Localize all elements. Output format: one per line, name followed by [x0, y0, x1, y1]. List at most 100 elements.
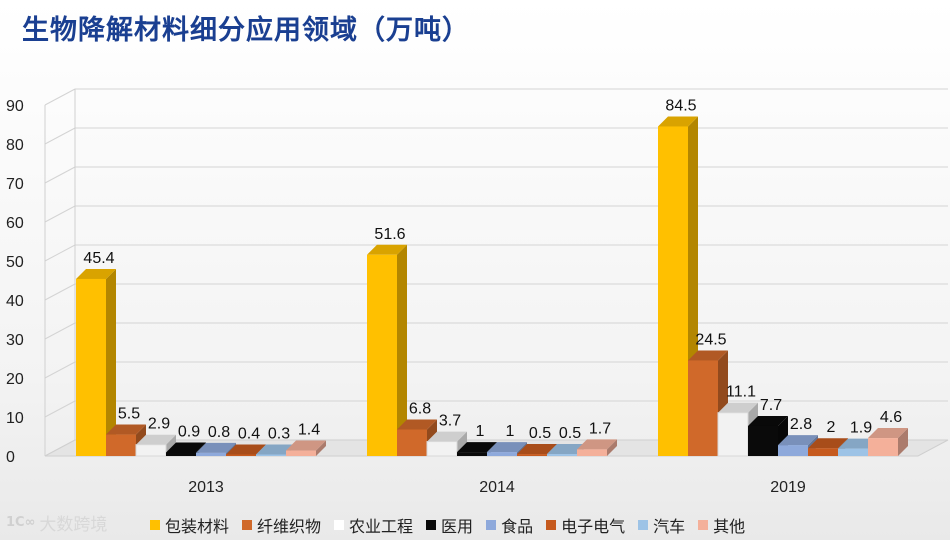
y-tick-label: 70 [6, 176, 24, 193]
data-label: 84.5 [665, 97, 696, 114]
bar-group-2013: 45.4 5.5 2.9 0.9 0.8 0.4 0.3 1.4 [76, 250, 326, 457]
x-category-label: 2013 [188, 479, 224, 496]
bar-top [286, 440, 326, 451]
legend-item: 其他 [698, 513, 745, 537]
data-label: 24.5 [695, 331, 726, 348]
bar [166, 452, 196, 456]
bar [256, 454, 286, 456]
bar-top [196, 442, 236, 453]
legend-item: 电子电气 [546, 513, 625, 537]
bar [135, 444, 167, 457]
bar [868, 438, 898, 456]
bar-side [397, 244, 407, 456]
chart-legend: 包装材料 纤维织物 农业工程 医用 食品 电子电气 汽车 其他 [150, 512, 745, 538]
bar [367, 254, 397, 456]
bar-top [688, 350, 728, 361]
bar-top [106, 424, 146, 435]
bar [426, 441, 458, 457]
data-label: 3.7 [439, 413, 461, 430]
y-tick-label: 30 [6, 332, 24, 349]
y-tick-label: 80 [6, 137, 24, 154]
watermark-text: 大数跨境 [39, 515, 108, 535]
gridline-diagonal [44, 127, 76, 145]
bar-top [457, 442, 497, 453]
data-label: 51.6 [374, 226, 405, 243]
legend-label: 纤维织物 [257, 517, 322, 536]
data-label: 2.9 [148, 416, 170, 433]
bar-side [106, 268, 116, 456]
y-tick-label: 60 [6, 215, 24, 232]
legend-label: 其他 [713, 517, 746, 536]
y-tick-label: 90 [6, 98, 24, 115]
watermark-logo-icon: 1C∞ [6, 515, 36, 530]
bar-side [898, 428, 908, 456]
gridline-diagonal [44, 283, 76, 301]
y-tick-label: 10 [6, 410, 24, 427]
legend-label: 医用 [441, 517, 474, 536]
bar [397, 429, 427, 456]
bar-top [808, 438, 848, 449]
bar-top [868, 428, 908, 439]
data-label: 5.5 [118, 406, 140, 423]
bar [808, 448, 838, 456]
bar-top [166, 442, 206, 453]
legend-swatch [150, 520, 160, 530]
bar [577, 449, 607, 456]
bar [838, 448, 868, 456]
data-label: 4.6 [880, 409, 902, 426]
data-label: 1 [506, 423, 515, 440]
gridline-diagonal [44, 205, 76, 223]
gridline-diagonal [44, 166, 76, 184]
bar [106, 434, 136, 456]
legend-label: 电子电气 [561, 517, 626, 536]
y-tick-label: 40 [6, 293, 24, 310]
data-label: 1 [476, 423, 485, 440]
data-label: 1.7 [589, 420, 611, 437]
y-tick-label: 0 [6, 449, 15, 466]
gridline-diagonal [44, 400, 76, 418]
bar-chart: 0 10 20 30 40 50 60 70 80 90 45.4 5.5 2.9 0.9 0.8 0.4 0.… [6, 88, 949, 496]
gridline-diagonal [44, 244, 76, 262]
legend-swatch [698, 520, 709, 530]
legend-label: 食品 [501, 517, 534, 536]
data-label: 7.7 [760, 397, 782, 414]
legend-item: 汽车 [638, 513, 685, 537]
legend-swatch [334, 520, 345, 530]
bar-top [517, 444, 557, 455]
gridline-diagonal [44, 88, 76, 106]
bar-side [316, 440, 326, 456]
bar-top [487, 442, 527, 453]
data-label: 0.9 [178, 423, 200, 440]
bar-group-2019: 84.5 24.5 11.17.7 2.8 2 1.9 4.6 [658, 97, 908, 457]
y-tick-label: 50 [6, 254, 24, 271]
data-label: 11.1 [726, 384, 756, 401]
legend-label: 农业工程 [349, 517, 414, 536]
legend-label: 包装材料 [165, 517, 230, 536]
bar [547, 454, 577, 456]
bar-side [607, 439, 617, 456]
legend-swatch [486, 520, 497, 530]
x-category-label: 2019 [770, 479, 806, 496]
bar-top [778, 435, 818, 446]
bar [286, 450, 316, 456]
chart-title: 生物降解材料细分应用领域（万吨） [22, 15, 470, 46]
bar [196, 452, 226, 456]
data-label: 1.9 [850, 420, 872, 437]
bar [487, 452, 517, 456]
bar-top [427, 431, 467, 442]
gridlines [44, 88, 948, 457]
legend-swatch [426, 520, 437, 530]
watermark: 1C∞ 大数跨境 [6, 510, 107, 535]
data-label: 1.4 [298, 422, 320, 439]
bar [778, 445, 808, 456]
bar [658, 126, 688, 456]
data-label: 2 [827, 419, 836, 436]
data-label: 0.5 [529, 425, 551, 442]
bar [457, 452, 487, 456]
bar-top [748, 415, 788, 426]
data-label: 6.8 [409, 400, 431, 417]
bar [517, 454, 547, 456]
legend-label: 汽车 [653, 517, 686, 536]
y-tick-label: 20 [6, 371, 24, 388]
bar-top [577, 439, 617, 450]
